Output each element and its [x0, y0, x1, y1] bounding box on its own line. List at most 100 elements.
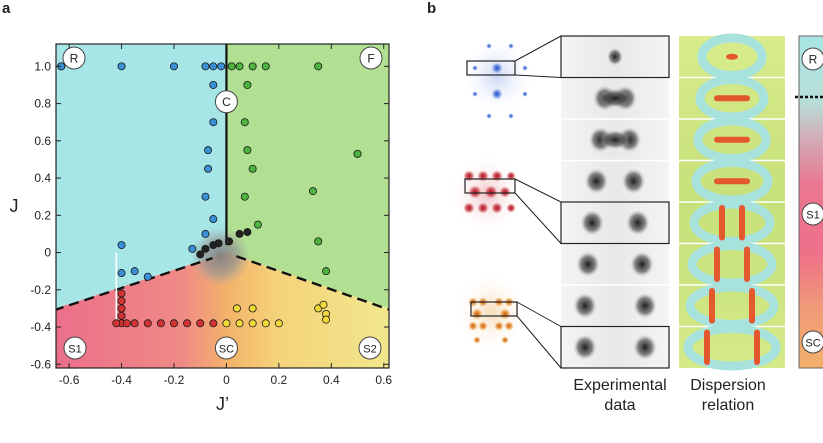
y-tick-label: 0.8	[34, 97, 51, 111]
dispersion-caption-line2: relation	[668, 396, 788, 416]
data-point	[322, 268, 329, 275]
peak-left	[576, 251, 600, 277]
phase-label-F: F	[360, 47, 382, 69]
bragg-spot	[522, 65, 528, 71]
data-point	[354, 150, 361, 157]
data-point	[228, 63, 235, 70]
bragg-spot	[478, 321, 488, 331]
data-point	[118, 290, 125, 297]
data-point	[275, 320, 282, 327]
data-point	[225, 238, 232, 245]
bragg-spot	[484, 185, 498, 199]
phase-label-R: R	[63, 47, 85, 69]
colorbar	[799, 36, 823, 368]
data-point	[218, 63, 225, 70]
y-tick-label: 0.2	[34, 208, 51, 222]
data-point	[244, 81, 251, 88]
peak-right	[633, 334, 657, 360]
bragg-spot	[491, 62, 503, 74]
colorbar-label-text: S1	[806, 210, 819, 222]
data-point	[170, 63, 177, 70]
thumb-halo	[459, 36, 535, 116]
peak-right	[630, 251, 654, 277]
data-point	[210, 81, 217, 88]
colorbar-label-S1: S1	[802, 203, 823, 225]
bragg-spot	[477, 202, 489, 214]
bragg-spot	[468, 185, 482, 199]
disp-red-left	[714, 247, 720, 283]
data-point	[204, 147, 211, 154]
data-point	[131, 268, 138, 275]
bragg-spot	[468, 321, 478, 331]
x-tick-label: 0.4	[323, 373, 340, 387]
data-point	[309, 188, 316, 195]
data-point	[118, 297, 125, 304]
peak-single	[607, 48, 623, 66]
peak-center	[599, 130, 631, 150]
data-point	[210, 63, 217, 70]
data-point	[118, 242, 125, 249]
experimental-data-caption: Experimental data	[560, 376, 680, 416]
data-point	[170, 320, 177, 327]
phase-label-text: R	[70, 52, 79, 66]
disp-red-band	[714, 178, 750, 184]
data-point	[315, 238, 322, 245]
data-point	[236, 320, 243, 327]
disp-red-right	[754, 330, 760, 366]
disp-red-right	[739, 205, 745, 241]
peak-left	[573, 293, 597, 319]
y-tick-label: -0.6	[30, 357, 51, 371]
data-point	[144, 273, 151, 280]
data-point	[123, 320, 130, 327]
disp-red-band	[714, 137, 750, 143]
bragg-spot	[522, 91, 528, 97]
phase-label-text: S1	[68, 344, 81, 356]
peak-right	[633, 293, 657, 319]
bragg-spot	[491, 88, 503, 100]
peak-left	[580, 210, 604, 236]
y-tick-label: 0.4	[34, 171, 51, 185]
data-point	[249, 305, 256, 312]
data-point	[197, 320, 204, 327]
data-point	[262, 320, 269, 327]
data-point	[241, 193, 248, 200]
thumbnail-red	[449, 154, 525, 234]
bragg-spot	[472, 91, 478, 97]
bragg-spot	[491, 170, 503, 182]
phase-label-S2: S2	[359, 337, 381, 359]
bragg-spot	[477, 170, 489, 182]
bragg-spot	[494, 321, 504, 331]
y-tick-label: 1.0	[34, 59, 51, 73]
x-tick-label: -0.2	[164, 373, 185, 387]
y-tick-label: 0.6	[34, 134, 51, 148]
y-axis-label: J	[10, 196, 19, 216]
colorbar-label-text: R	[809, 53, 818, 67]
disp-red-left	[719, 205, 725, 241]
data-point	[204, 165, 211, 172]
bragg-spot	[499, 308, 511, 320]
y-tick-label: 0	[44, 246, 51, 260]
disp-red-band	[714, 95, 750, 101]
data-point	[210, 320, 217, 327]
bragg-spot	[463, 202, 475, 214]
phase-diagram-chart: R FCS1 SC S2-0.6 -0.4 -0.2 0 0.2 0.4 0.6-0.6-0.4-…	[0, 0, 410, 420]
disp-red-left	[709, 288, 715, 324]
experimental-caption-line1: Experimental	[560, 376, 680, 396]
data-point	[202, 245, 209, 252]
data-point	[157, 320, 164, 327]
disp-red-right	[744, 247, 750, 283]
data-point	[118, 269, 125, 276]
bragg-spot	[501, 336, 509, 344]
bragg-spot	[472, 65, 478, 71]
colorbar-label-SC: SC	[802, 331, 823, 353]
x-tick-label: -0.6	[59, 373, 80, 387]
colorbar-label-R: R	[802, 48, 823, 70]
peak-right	[626, 210, 650, 236]
bragg-spot	[499, 186, 511, 198]
data-point	[223, 320, 230, 327]
data-point	[249, 320, 256, 327]
thumbnail-blue	[459, 36, 535, 119]
bragg-spot	[486, 113, 492, 119]
disp-red-core	[726, 54, 738, 60]
data-point	[210, 119, 217, 126]
